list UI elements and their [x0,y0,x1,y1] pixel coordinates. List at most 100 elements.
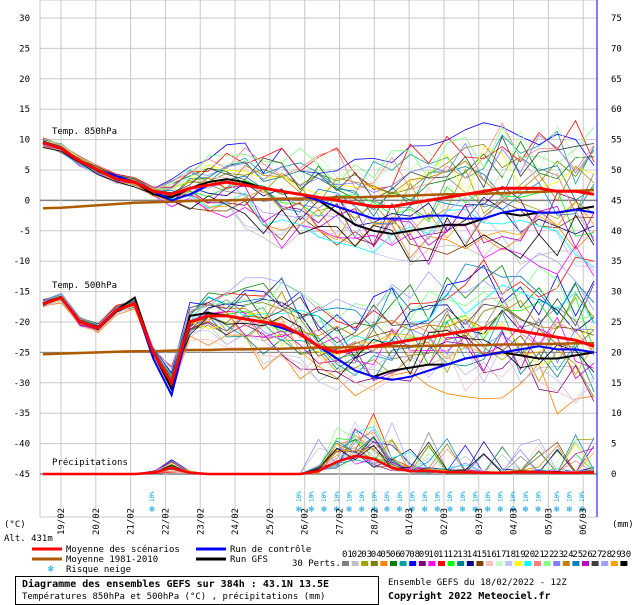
right-tick-label: 10 [611,409,622,419]
member-line-t850 [42,134,595,193]
member-color-swatch [610,561,618,566]
snow-risk-row: ❄ 10% ❄ 10% ❄ 10% ❄ 10% ❄ 10% ❄ 10% ❄ 10% ❄ 10% ❄ 10% ❄ 10%… [149,491,586,515]
member-number: 25 [572,550,583,560]
left-tick-label: 15 [19,105,30,115]
member-number: 19 [515,550,526,560]
member-color-swatch [562,561,570,566]
snowflake-icon: ❄ [309,505,315,515]
member-number: 18 [505,550,516,560]
member-color-swatch [582,561,589,566]
snowflake-icon: ❄ [435,505,441,515]
member-number: 04 [371,550,382,560]
snow-risk-value: 10% [296,491,303,502]
snow-risk-value: 10% [447,491,454,502]
date-tick-label: 02/03 [440,508,450,535]
member-color-swatch [601,561,609,566]
snow-risk-value: 10% [309,491,316,502]
snow-risk-value: 10% [523,491,530,502]
snow-risk-value: 10% [422,491,429,502]
member-color-swatch [553,561,561,566]
member-number: 26 [582,550,593,560]
member-color-swatch [342,561,349,566]
member-color-swatch [390,561,397,566]
snowflake-icon: ❄ [384,505,390,515]
member-number: 22 [544,550,555,560]
snowflake-icon: ❄ [510,505,516,515]
snow-risk-value: 10% [535,491,542,502]
left-tick-label: -15 [14,288,30,298]
member-legend: 0102030405060708091011121314151617181920… [342,550,631,566]
snowflake-icon: ❄ [409,505,415,515]
date-tick-label: 27/02 [336,508,346,535]
snow-risk-value: 10% [346,491,353,502]
date-tick-label: 23/02 [196,508,206,535]
left-tick-label: -25 [14,348,30,358]
member-color-swatch [438,561,445,566]
left-tick-label: -40 [14,440,30,450]
member-color-swatch [466,561,474,566]
snow-risk-value: 10% [472,491,479,502]
member-number: 10 [428,550,439,560]
member-color-swatch [418,561,426,566]
snowflake-icon: ❄ [422,505,428,515]
legend-climo: Moyenne 1981-2010 [66,555,158,565]
member-color-swatch [514,561,522,566]
snow-risk-value: 10% [498,491,505,502]
member-color-swatch [428,561,436,566]
footer-title-box: Diagramme des ensembles GEFS sur 384h : … [15,576,379,605]
label-t850: Temp. 850hPa [52,127,117,137]
right-tick-label: 20 [611,348,622,358]
snow-risk-value: 10% [485,491,492,502]
snowflake-icon: ❄ [460,505,466,515]
label-t500: Temp. 500hPa [52,281,117,291]
legend-perts: 30 Perts. [292,559,341,569]
date-tick-label: 04/03 [510,508,520,535]
date-tick-label: 06/03 [579,508,589,535]
left-axis-unit: (°C) [4,520,26,530]
label-precip: Précipitations [52,457,128,468]
snowflake-icon: ❄ [447,505,453,515]
member-number: 24 [563,550,574,560]
right-tick-label: 35 [611,257,622,267]
member-color-swatch [620,561,628,566]
snowflake-icon: ❄ [149,505,155,515]
snow-risk-value: 10% [384,491,391,502]
main-series [42,141,595,476]
snow-risk-value: 10% [460,491,467,502]
member-color-swatch [409,561,417,566]
right-tick-label: 70 [611,44,622,54]
series-precip-mean [43,454,595,476]
snowflake-icon: ❄ [372,505,378,515]
left-tick-label: -20 [14,318,30,328]
snowflake-icon: ❄ [296,505,302,515]
legend-control: Run de contrôle [230,544,311,555]
member-line-t850 [42,126,595,191]
member-color-swatch [380,561,388,566]
member-color-swatch [476,561,484,566]
snow-risk-value: 10% [435,491,442,502]
date-tick-label: 03/03 [475,508,485,535]
left-tick-label: 10 [19,136,30,146]
ensemble-members [42,119,595,475]
right-tick-label: 0 [611,470,616,480]
snowflake-icon: ❄ [498,505,504,515]
right-tick-label: 65 [611,75,622,85]
member-number: 13 [457,550,468,560]
member-number: 28 [601,550,612,560]
member-color-swatch [486,561,493,566]
right-tick-label: 25 [611,318,622,328]
member-number: 27 [592,550,603,560]
snow-risk-value: 10% [567,491,574,502]
date-tick-label: 20/02 [92,508,102,535]
member-color-swatch [534,561,541,566]
member-number: 23 [553,550,564,560]
left-tick-label: -35 [14,409,30,419]
member-color-swatch [399,561,407,566]
snowflake-icon: ❄ [472,505,478,515]
snowflake-icon: ❄ [397,505,403,515]
right-tick-label: 45 [611,196,622,206]
member-number: 12 [448,550,459,560]
date-tick-label: 24/02 [231,508,241,535]
snowflake-icon: ❄ [48,564,55,575]
